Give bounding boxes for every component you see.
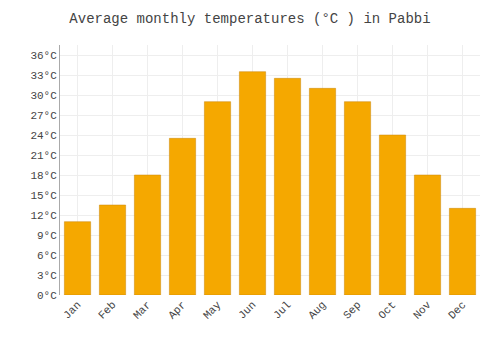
svg-text:21°C: 21°C — [30, 150, 57, 162]
svg-text:24°C: 24°C — [30, 130, 57, 142]
svg-text:Aug: Aug — [306, 299, 328, 321]
svg-text:15°C: 15°C — [30, 190, 57, 202]
svg-text:33°C: 33°C — [30, 70, 57, 82]
svg-text:3°C: 3°C — [37, 270, 57, 282]
svg-text:0°C: 0°C — [37, 290, 57, 302]
svg-text:30°C: 30°C — [30, 90, 57, 102]
svg-text:May: May — [201, 299, 224, 322]
svg-text:Jun: Jun — [236, 299, 258, 321]
svg-text:Sep: Sep — [341, 299, 363, 321]
svg-text:18°C: 18°C — [30, 170, 57, 182]
svg-text:36°C: 36°C — [30, 50, 57, 62]
svg-text:Nov: Nov — [411, 299, 434, 322]
svg-text:12°C: 12°C — [30, 210, 57, 222]
svg-text:Mar: Mar — [131, 299, 153, 321]
svg-text:9°C: 9°C — [37, 230, 57, 242]
svg-text:Oct: Oct — [376, 299, 398, 321]
svg-text:Dec: Dec — [446, 299, 468, 321]
svg-text:27°C: 27°C — [30, 110, 57, 122]
svg-text:Jan: Jan — [61, 299, 83, 321]
svg-text:Apr: Apr — [166, 299, 188, 321]
svg-text:6°C: 6°C — [37, 250, 57, 262]
svg-text:Average monthly temperatures (: Average monthly temperatures (°C ) in Pa… — [69, 11, 430, 27]
svg-text:Jul: Jul — [271, 299, 293, 321]
svg-text:Feb: Feb — [96, 299, 118, 321]
